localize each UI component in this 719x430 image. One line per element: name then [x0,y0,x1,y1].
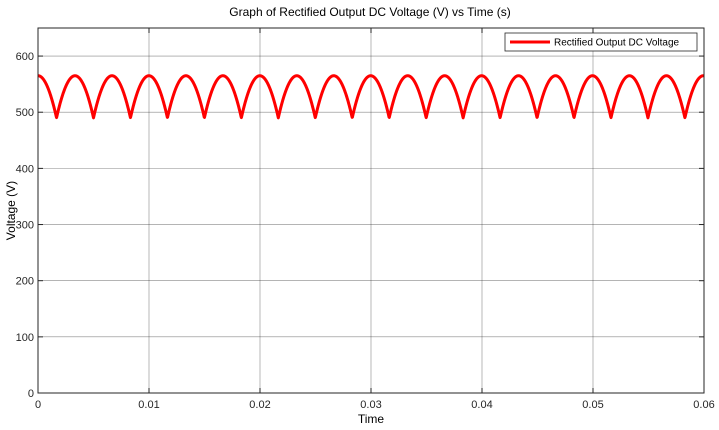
y-axis-label: Voltage (V) [4,181,18,240]
y-tick-label: 0 [28,388,34,400]
grid-lines [38,28,704,393]
series-group [36,74,706,120]
x-tick-label: 0.01 [138,399,159,411]
series-line-rectified-output [36,74,706,120]
legend-label: Rectified Output DC Voltage [554,38,680,49]
x-axis-label: Time [358,412,385,426]
x-tick-label: 0 [35,399,41,411]
y-tick-label: 200 [16,276,34,288]
legend-box [504,32,698,52]
y-tick-label: 300 [16,220,34,232]
x-tick-label: 0.02 [249,399,270,411]
y-tick-label: 400 [16,163,34,175]
x-tick-label: 0.03 [360,399,381,411]
x-axis: 0 0.01 0.02 0.03 0.04 0.05 0.06 [35,28,715,411]
y-tick-label: 100 [16,332,34,344]
y-tick-label: 500 [16,107,34,119]
y-tick-label: 600 [16,51,34,63]
chart-title: Graph of Rectified Output DC Voltage (V)… [229,5,510,19]
x-tick-label: 0.05 [582,399,603,411]
legend: Rectified Output DC Voltage [504,32,698,52]
x-tick-label: 0.04 [471,399,492,411]
x-tick-label: 0.06 [693,399,714,411]
y-axis: 0 100 200 300 400 500 600 [16,51,704,400]
